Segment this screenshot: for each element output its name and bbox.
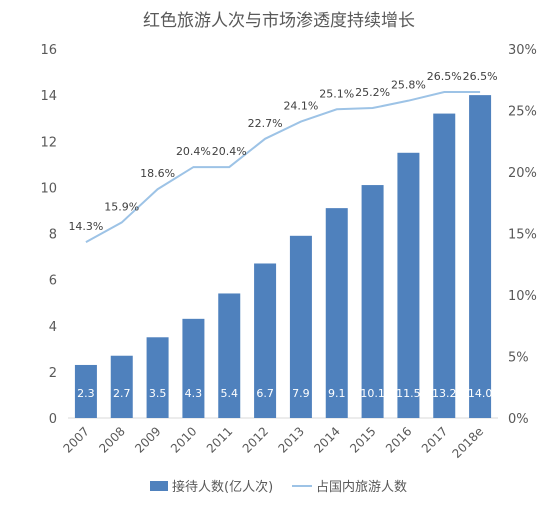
bar-data-label: 10.1 [360, 387, 385, 400]
line-data-label: 25.8% [391, 79, 426, 92]
bar [218, 293, 241, 418]
legend-bar-label: 接待人数(亿人次) [172, 479, 273, 495]
bar [110, 355, 133, 418]
line-data-label: 25.1% [319, 87, 354, 100]
line-data-label: 20.4% [176, 145, 211, 158]
bar [74, 364, 97, 418]
x-tick-label: 2014 [311, 424, 342, 455]
y-left-tick-label: 10 [40, 181, 57, 196]
line-data-label: 26.5% [427, 70, 462, 83]
legend: 接待人数(亿人次) 占国内旅游人数 [150, 479, 407, 495]
bar [469, 95, 492, 418]
line-data-label: 20.4% [212, 145, 247, 158]
x-tick-label: 2016 [383, 424, 414, 455]
bar-data-label: 13.2 [432, 387, 457, 400]
line-data-label: 15.9% [104, 200, 139, 213]
y-left-tick-label: 6 [49, 274, 57, 289]
y-left-tick-label: 14 [40, 89, 57, 104]
bar-data-label: 2.3 [77, 387, 95, 400]
y-left-tick-label: 8 [49, 228, 57, 243]
y-right-tick-label: 10% [508, 289, 537, 304]
bar-data-label: 11.5 [396, 387, 421, 400]
bars [74, 95, 492, 418]
bar-data-label: 9.1 [328, 387, 346, 400]
x-tick-label: 2012 [240, 424, 271, 455]
line-data-label: 22.7% [248, 117, 283, 130]
y-right-tick-label: 25% [508, 105, 537, 120]
y-right-tick-label: 15% [508, 228, 537, 243]
legend-bar-swatch [150, 481, 168, 491]
bar-data-label: 4.3 [185, 387, 203, 400]
line-data-label: 26.5% [463, 70, 498, 83]
line-data-label: 25.2% [355, 86, 390, 99]
bar [325, 208, 348, 418]
line-data-label: 14.3% [68, 220, 103, 233]
y-left-tick-label: 4 [49, 320, 57, 335]
x-tick-label: 2015 [347, 424, 378, 455]
bar [182, 318, 205, 418]
y-right-tick-label: 30% [508, 43, 537, 58]
bar [254, 263, 277, 418]
bar [289, 235, 312, 418]
line-layer [85, 91, 481, 243]
bar-data-label: 7.9 [292, 387, 310, 400]
bar-data-label: 5.4 [221, 387, 239, 400]
x-tick-label: 2007 [61, 424, 92, 455]
y-right-tick-label: 20% [508, 166, 537, 181]
series-line [85, 91, 481, 243]
x-tick-label: 2017 [419, 424, 450, 455]
bar-data-label: 14.0 [468, 387, 493, 400]
x-tick-label: 2018e [449, 424, 486, 461]
y-left-tick-label: 2 [49, 366, 57, 381]
chart-title: 红色旅游人次与市场渗透度持续增长 [143, 11, 415, 31]
x-tick-label: 2011 [204, 424, 235, 455]
labels: 2.3 2.7 3.5 4.3 5.4 6.7 7.9 9.1 10.1 11.5 13.2 14.0… [68, 70, 497, 400]
x-tick-label: 2009 [132, 424, 163, 455]
bar-data-label: 3.5 [149, 387, 167, 400]
x-tick-label: 2010 [168, 424, 199, 455]
line-data-label: 24.1% [283, 100, 318, 113]
y-right-tick-label: 0% [508, 412, 529, 427]
bar [397, 152, 420, 418]
y-left-tick-label: 16 [40, 43, 57, 58]
bar-data-label: 6.7 [256, 387, 274, 400]
bar [433, 113, 456, 418]
legend-line-label: 占国内旅游人数 [316, 479, 407, 495]
bar [146, 337, 169, 418]
y-left-tick-label: 0 [49, 412, 57, 427]
x-tick-label: 2013 [276, 424, 307, 455]
bar [361, 185, 384, 418]
x-tick-label: 2008 [96, 424, 127, 455]
bar-data-label: 2.7 [113, 387, 131, 400]
y-left-tick-label: 12 [40, 135, 57, 150]
line-data-label: 18.6% [140, 167, 175, 180]
y-right-tick-label: 5% [508, 351, 529, 366]
